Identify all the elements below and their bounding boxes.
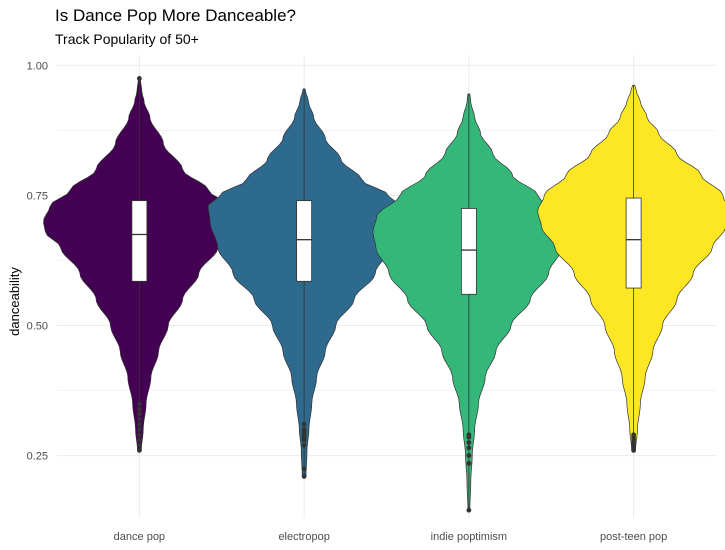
x-tick-label: dance pop (114, 531, 165, 543)
box-iqr (460, 208, 477, 295)
outlier-point (301, 442, 307, 448)
y-tick-label: 0.75 (27, 190, 48, 202)
violin-group-electropop (207, 88, 401, 479)
outlier-point (136, 421, 142, 427)
violin-group-indie-poptimism (372, 93, 566, 513)
outlier-point (136, 416, 142, 422)
x-tick-label: electropop (278, 531, 329, 543)
y-axis-title: danceability (7, 267, 22, 336)
chart-title: Is Dance Pop More Danceable? (55, 6, 296, 25)
outlier-point (136, 406, 142, 412)
y-axis-ticks: 0.25 0.50 0.75 1.00 (27, 60, 48, 462)
violin-group-post-teen-pop (537, 84, 725, 453)
outlier-point (136, 437, 142, 443)
outlier-point (136, 401, 142, 406)
outlier-point (136, 432, 142, 438)
y-tick-label: 1.00 (27, 60, 48, 72)
outlier-point (466, 460, 472, 466)
outlier-point (466, 445, 472, 451)
outlier-point (466, 507, 472, 513)
y-tick-label: 0.25 (27, 451, 48, 463)
x-tick-label: indie poptimism (431, 531, 507, 543)
outlier-point (301, 473, 307, 479)
outlier-point (136, 447, 142, 453)
outlier-point (466, 432, 472, 438)
outlier-point (301, 466, 307, 471)
x-tick-label: post-teen pop (600, 531, 667, 543)
violin-group-dance-pop (43, 76, 236, 453)
chart-subtitle: Track Popularity of 50+ (55, 31, 199, 47)
violins (43, 76, 725, 513)
box-iqr (131, 200, 148, 282)
outlier-point (301, 427, 307, 432)
box-iqr (625, 197, 642, 289)
outlier-point (466, 453, 472, 458)
outlier-point (136, 442, 142, 448)
outlier-point (136, 427, 142, 432)
outlier-point (136, 411, 142, 417)
outlier-point (466, 440, 472, 445)
outlier-point (301, 421, 307, 427)
outlier-point (631, 432, 637, 438)
outlier-point (136, 76, 142, 81)
box-iqr (296, 200, 313, 282)
x-axis-ticks: dance pop electropop indie poptimism post-t… (114, 531, 668, 543)
y-tick-label: 0.50 (27, 321, 48, 333)
